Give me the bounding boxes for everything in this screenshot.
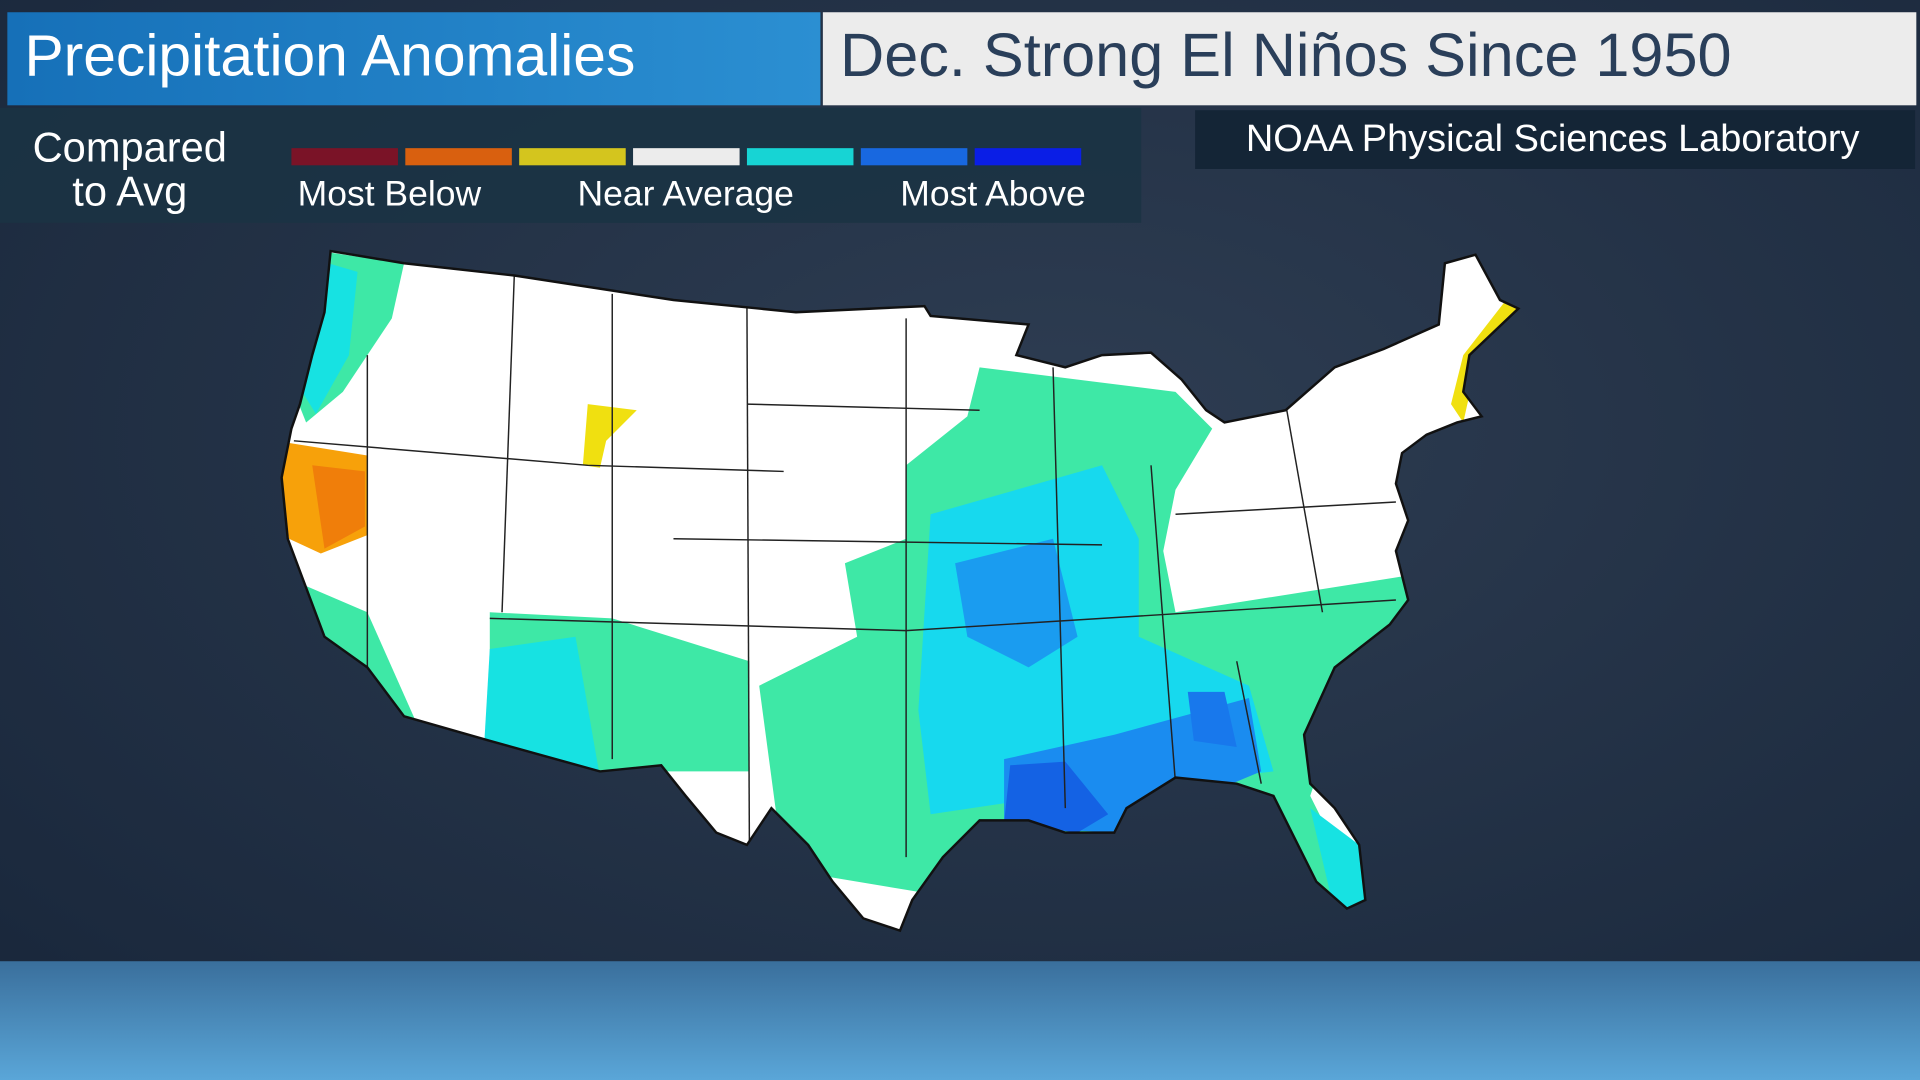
legend-swatch: [519, 148, 626, 166]
legend-swatches: [291, 148, 1082, 166]
source: NOAA Physical Sciences Laboratory: [1246, 118, 1860, 160]
source-box: [1195, 110, 1916, 169]
legend-label: Near Average: [577, 173, 793, 213]
state-line: [1052, 367, 1067, 809]
legend-label: Most Below: [298, 173, 482, 213]
state-line: [293, 440, 784, 473]
region-cyan: [303, 263, 358, 414]
subtitle: Dec. Strong El Niños Since 1950: [840, 21, 1732, 89]
state-line: [1175, 501, 1396, 516]
legend-swatch: [746, 148, 854, 166]
legend-swatch: [974, 148, 1082, 166]
state-line: [1150, 465, 1177, 784]
region-yellow: [582, 404, 637, 468]
legend-heading: Compared: [33, 124, 227, 171]
state-lines: [293, 275, 1396, 858]
state-line: [746, 306, 751, 845]
subtitle-bar: [822, 12, 1917, 106]
state-line: [1284, 403, 1324, 613]
title-bar: [7, 12, 821, 106]
region-blue: [1187, 691, 1237, 747]
state-line: [746, 403, 980, 411]
state-line: [501, 275, 516, 613]
region-orange: [312, 465, 365, 549]
region-cyan: [483, 636, 600, 778]
state-line: [673, 538, 1103, 546]
legend-label: Most Above: [900, 173, 1085, 213]
title: Precipitation Anomalies: [24, 24, 635, 89]
region-dark-blue: [1004, 761, 1109, 833]
state-line: [1236, 661, 1262, 784]
legend-swatch: [860, 148, 968, 166]
region-blue: [955, 538, 1078, 668]
legend-swatch: [405, 148, 512, 166]
legend-swatch: [633, 148, 740, 166]
region-cyan: [1310, 808, 1372, 913]
floor-band: [0, 961, 1920, 1080]
legend-swatch: [291, 148, 398, 166]
legend-heading: to Avg: [72, 168, 187, 215]
